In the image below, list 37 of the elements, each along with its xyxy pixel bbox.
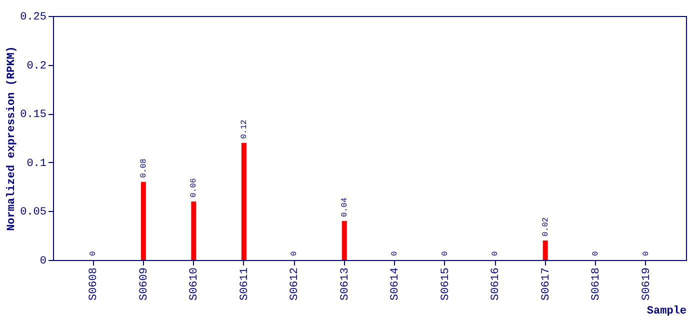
x-tick-label: S0616 [490,268,502,301]
data-label: 0 [290,251,300,256]
data-label: 0.08 [139,158,148,178]
x-tick-label: S0618 [590,268,603,301]
x-tick-label: S0619 [640,268,653,301]
data-label: 0.02 [541,217,550,236]
x-tick-label: S0610 [188,268,201,301]
data-label: 0.04 [340,198,350,217]
bar [542,240,548,260]
data-label: 0 [440,251,450,256]
y-axis-title: Normalized expression (RPKM) [6,46,18,231]
y-tick-label: 0.1 [26,158,47,170]
x-axis-title: Sample [646,306,687,318]
data-label: 0 [89,251,98,256]
y-tick-label: 0.25 [20,12,46,24]
x-tick-label: S0613 [339,268,352,301]
y-tick-label: 0.05 [20,206,46,219]
data-label: 0.06 [190,178,199,198]
x-tick-label: S0614 [390,267,402,301]
x-tick-label: S0611 [238,267,251,301]
y-tick-label: 0.15 [20,109,46,122]
data-label: 0 [592,251,601,256]
y-tick-label: 0.2 [26,60,46,72]
bar [342,220,347,260]
bar [191,201,196,260]
x-tick-label: S0615 [440,268,452,301]
y-tick-label: 0 [40,256,46,268]
x-tick-label: S0612 [289,268,302,301]
data-label: 0 [642,251,651,256]
x-tick-label: S0608 [88,268,100,301]
bar [140,182,146,260]
data-label: 0 [491,251,500,256]
x-tick-label: S0617 [540,268,552,301]
x-tick-label: S0609 [138,268,150,301]
bar [241,142,246,260]
data-label: 0 [390,251,400,256]
data-label: 0.12 [240,119,249,139]
